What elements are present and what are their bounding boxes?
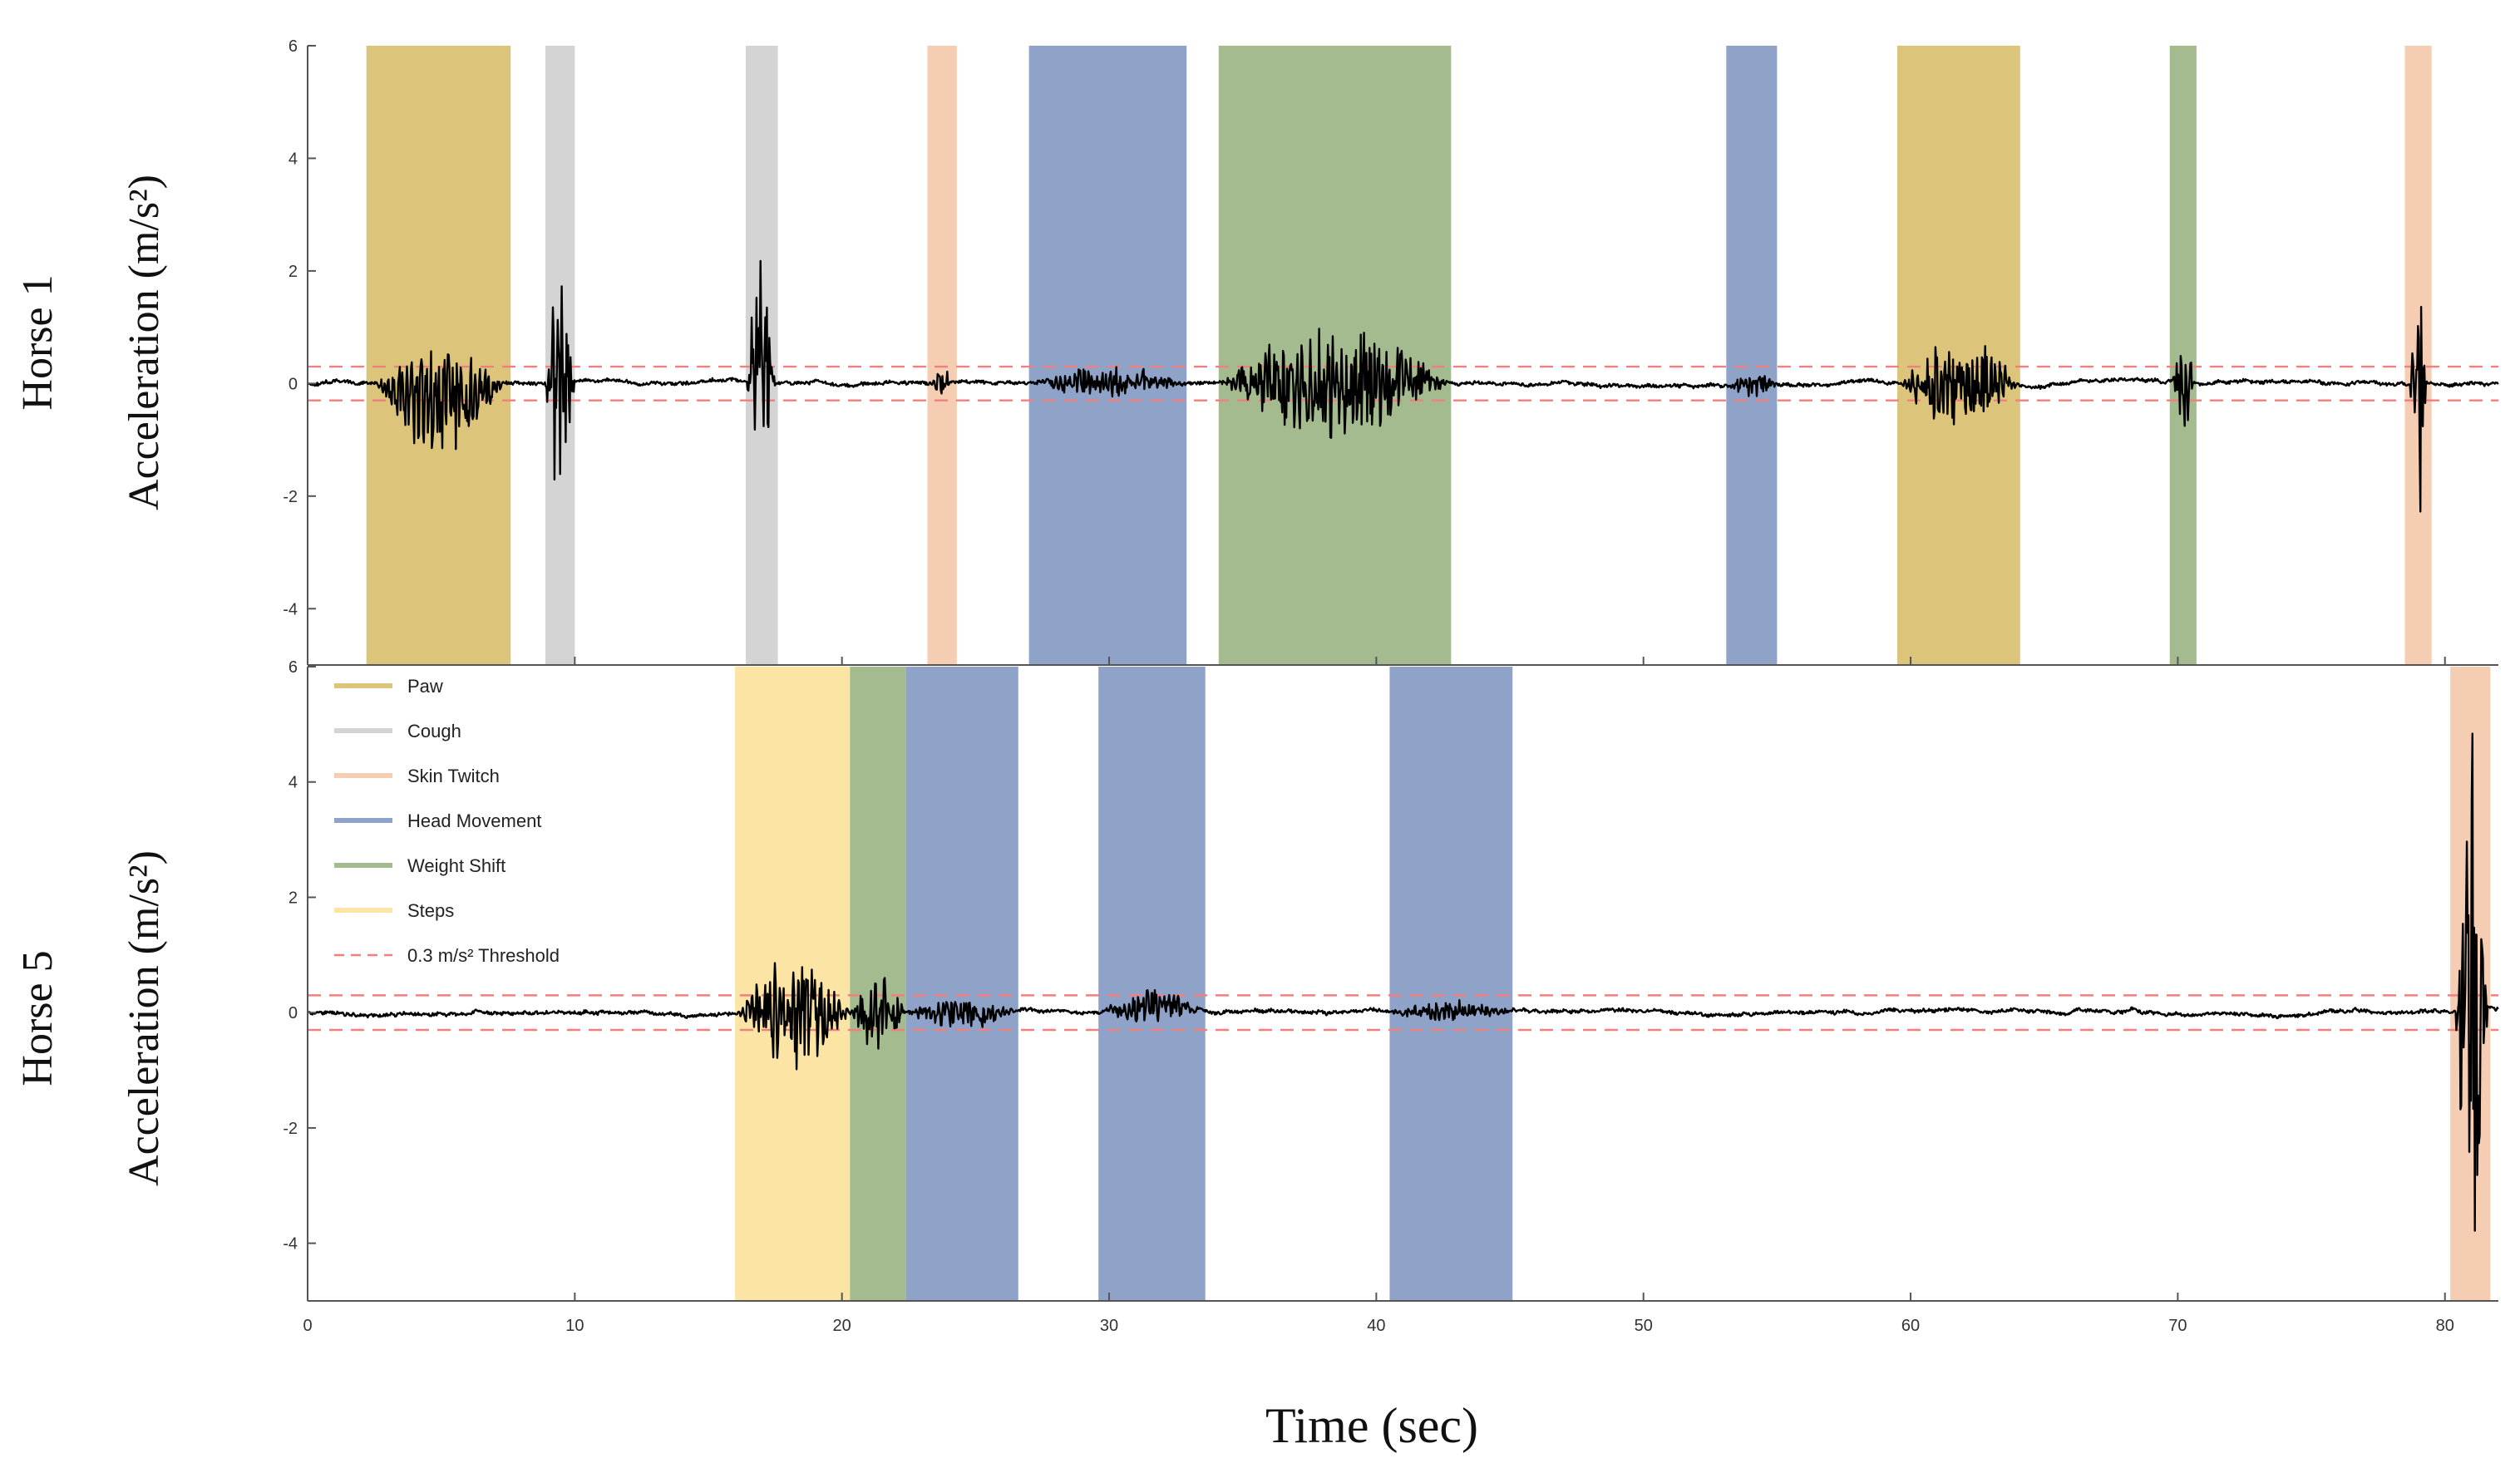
- acceleration-series: [307, 259, 2499, 513]
- x-tick-label: 50: [1635, 1317, 1653, 1335]
- behavior-band-head-movement: [905, 667, 1018, 1301]
- x-tick-label: 60: [1901, 1317, 1920, 1335]
- y-tick-label: 2: [288, 263, 298, 281]
- x-tick-label: 10: [565, 1317, 584, 1335]
- y-tick-label: 6: [288, 37, 298, 56]
- behavior-band-paw: [1896, 46, 2020, 665]
- y-tick-label: 2: [288, 889, 298, 907]
- x-tick-label: 30: [1100, 1317, 1118, 1335]
- y-tick-label: -2: [283, 1120, 298, 1138]
- behavior-band-skin-twitch: [927, 46, 957, 665]
- x-tick-label: 20: [833, 1317, 851, 1335]
- legend-label-skin-twitch: Skin Twitch: [407, 766, 500, 786]
- y-tick-label: 6: [288, 658, 298, 677]
- legend-label-paw: Paw: [407, 676, 443, 697]
- x-tick-label: 0: [303, 1317, 312, 1335]
- x-tick-label: 80: [2436, 1317, 2454, 1335]
- behavior-band-weight-shift: [850, 667, 906, 1301]
- behavior-band-weight-shift: [2169, 46, 2197, 665]
- y-axis-label-horse-1: Acceleration (m/s²): [121, 175, 168, 510]
- legend-label-steps: Steps: [407, 900, 454, 921]
- legend-label-0-3-m-s-threshold: 0.3 m/s² Threshold: [407, 945, 560, 966]
- behavior-band-head-movement: [1726, 46, 1778, 665]
- y-axis-label-horse-5: Acceleration (m/s²): [121, 850, 168, 1186]
- behavior-band-paw: [366, 46, 511, 665]
- y-tick-label: 4: [288, 150, 298, 168]
- y-tick-label: 0: [288, 1004, 298, 1022]
- y-tick-label: -4: [283, 600, 298, 618]
- legend-label-cough: Cough: [407, 721, 461, 741]
- x-tick-label: 40: [1367, 1317, 1385, 1335]
- behavior-band-weight-shift: [1218, 46, 1452, 665]
- legend-label-weight-shift: Weight Shift: [407, 855, 505, 876]
- y-tick-label: -2: [283, 488, 298, 506]
- row-label-horse-5: Horse 5: [14, 950, 62, 1086]
- behavior-band-head-movement: [1098, 667, 1206, 1301]
- legend-label-head-movement: Head Movement: [407, 810, 541, 831]
- behavior-band-head-movement: [1389, 667, 1513, 1301]
- behavior-band-head-movement: [1028, 46, 1187, 665]
- legend: Paw Cough Skin Twitch Head Movement Weight S…: [334, 676, 560, 966]
- panel-horse-1: -4 -2 0 2 4 6: [283, 37, 2499, 666]
- y-tick-label: -4: [283, 1235, 298, 1254]
- y-tick-label: 0: [288, 375, 298, 393]
- x-tick-label: 70: [2168, 1317, 2187, 1335]
- y-tick-label: 4: [288, 774, 298, 792]
- acceleration-series: [307, 732, 2499, 1232]
- x-axis-label: Time (sec): [1265, 1398, 1478, 1453]
- row-label-horse-1: Horse 1: [14, 274, 62, 410]
